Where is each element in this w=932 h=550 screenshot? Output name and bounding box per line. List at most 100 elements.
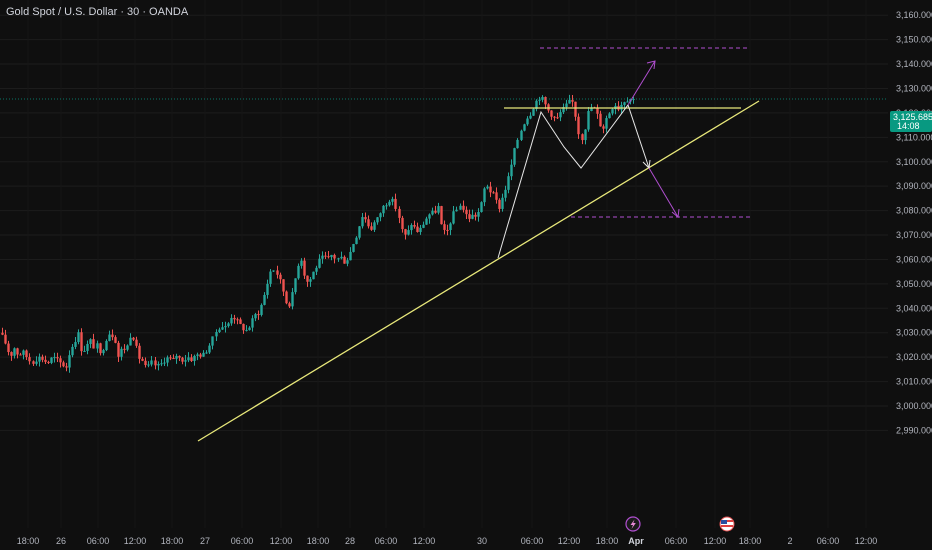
candle-body	[132, 337, 135, 340]
candle-body	[559, 112, 562, 118]
x-tick-label: 06:00	[231, 536, 254, 546]
candle-body	[282, 279, 285, 292]
candle-body	[312, 271, 315, 280]
candle-body	[516, 139, 519, 149]
candle-body	[169, 357, 172, 359]
candle-body	[239, 319, 242, 324]
candle-body	[199, 354, 202, 357]
candle-body	[221, 327, 224, 330]
candle-body	[74, 342, 77, 347]
candle-body	[388, 201, 391, 206]
candle-body	[263, 294, 266, 305]
x-tick-label: 06:00	[87, 536, 110, 546]
event-marker-lightning[interactable]	[625, 516, 641, 532]
candle-body	[401, 217, 404, 230]
candle-body	[382, 205, 385, 214]
candle-body	[577, 116, 580, 135]
candle-body	[376, 217, 379, 223]
candle-body	[99, 343, 102, 354]
last-price-tag: 3,125.685 14:08	[890, 111, 932, 132]
candle-body	[163, 362, 166, 364]
candle-body	[236, 319, 239, 321]
candle-body	[361, 217, 364, 227]
candle-body	[166, 357, 169, 363]
candle-body	[410, 225, 413, 231]
pattern-zigzag[interactable]	[497, 103, 650, 259]
x-tick-label: 12:00	[270, 536, 293, 546]
candle-body	[492, 192, 495, 194]
x-tick-label: 12:00	[124, 536, 147, 546]
candle-body	[154, 360, 157, 366]
candle-body	[178, 355, 181, 358]
candle-body	[288, 303, 291, 307]
candle-body	[333, 254, 336, 259]
bullish-projection-arrow[interactable]	[627, 60, 656, 106]
candle-body	[465, 209, 468, 215]
candle-body	[175, 355, 178, 359]
candle-body	[211, 336, 214, 346]
y-tick-label: 3,020.000	[896, 352, 932, 362]
y-tick-label: 3,160.000	[896, 10, 932, 20]
candle-body	[565, 103, 568, 108]
candle-body	[245, 330, 248, 332]
candle-body	[141, 358, 144, 361]
candle-body	[300, 260, 303, 266]
candle-body	[358, 226, 361, 238]
x-tick-label: 06:00	[665, 536, 688, 546]
candle-body	[471, 214, 474, 219]
candle-body	[77, 332, 80, 343]
candle-body	[626, 101, 629, 103]
bearish-projection-arrow[interactable]	[648, 167, 679, 218]
event-marker-us[interactable]	[719, 516, 735, 532]
candle-body	[53, 357, 56, 359]
candle-body	[535, 100, 538, 109]
x-tick-label: 12:00	[558, 536, 581, 546]
x-tick-label: 18:00	[161, 536, 184, 546]
ascending-trendline[interactable]	[197, 100, 760, 442]
candle-body	[507, 176, 510, 190]
candle-body	[404, 229, 407, 235]
candle-body	[373, 222, 376, 230]
candle-body	[276, 270, 279, 275]
candle-body	[181, 357, 184, 362]
x-tick-label: Apr	[628, 536, 644, 546]
candle-body	[260, 304, 263, 315]
candle-body	[187, 357, 190, 361]
candle-body	[584, 129, 587, 141]
candle-body	[32, 361, 35, 364]
candle-body	[526, 118, 529, 125]
candle-body	[440, 206, 443, 225]
candle-body	[550, 110, 553, 117]
x-tick-label: 12:00	[855, 536, 878, 546]
candle-body	[272, 270, 275, 272]
candle-body	[459, 205, 462, 210]
candle-body	[50, 357, 53, 363]
candle-body	[327, 256, 330, 258]
candle-body	[602, 126, 605, 129]
candle-body	[71, 346, 74, 356]
drawing-tools[interactable]	[197, 47, 760, 442]
flag-canton	[721, 520, 727, 524]
candle-body	[498, 199, 501, 209]
x-tick-label: 28	[345, 536, 355, 546]
x-tick-label: 18:00	[307, 536, 330, 546]
candle-body	[44, 359, 47, 362]
candle-body	[208, 345, 211, 353]
x-tick-label: 18:00	[596, 536, 619, 546]
price-tag-price: 3,125.685	[893, 112, 932, 122]
candle-body	[422, 224, 425, 228]
candle-body	[379, 213, 382, 218]
x-axis[interactable]: 18:00 26 06:00 12:00 18:00 27 06:00 12:00 18:00 2…	[17, 536, 878, 546]
candle-body	[102, 350, 105, 354]
candle-body	[571, 100, 574, 102]
y-tick-label: 3,110.000	[896, 132, 932, 142]
candle-body	[120, 348, 123, 357]
candle-body	[596, 107, 599, 114]
candle-body	[318, 258, 321, 268]
candle-body	[486, 186, 489, 189]
candle-body	[114, 337, 117, 343]
candle-body	[321, 255, 324, 259]
candle-body	[315, 267, 318, 272]
x-tick-label: 06:00	[375, 536, 398, 546]
